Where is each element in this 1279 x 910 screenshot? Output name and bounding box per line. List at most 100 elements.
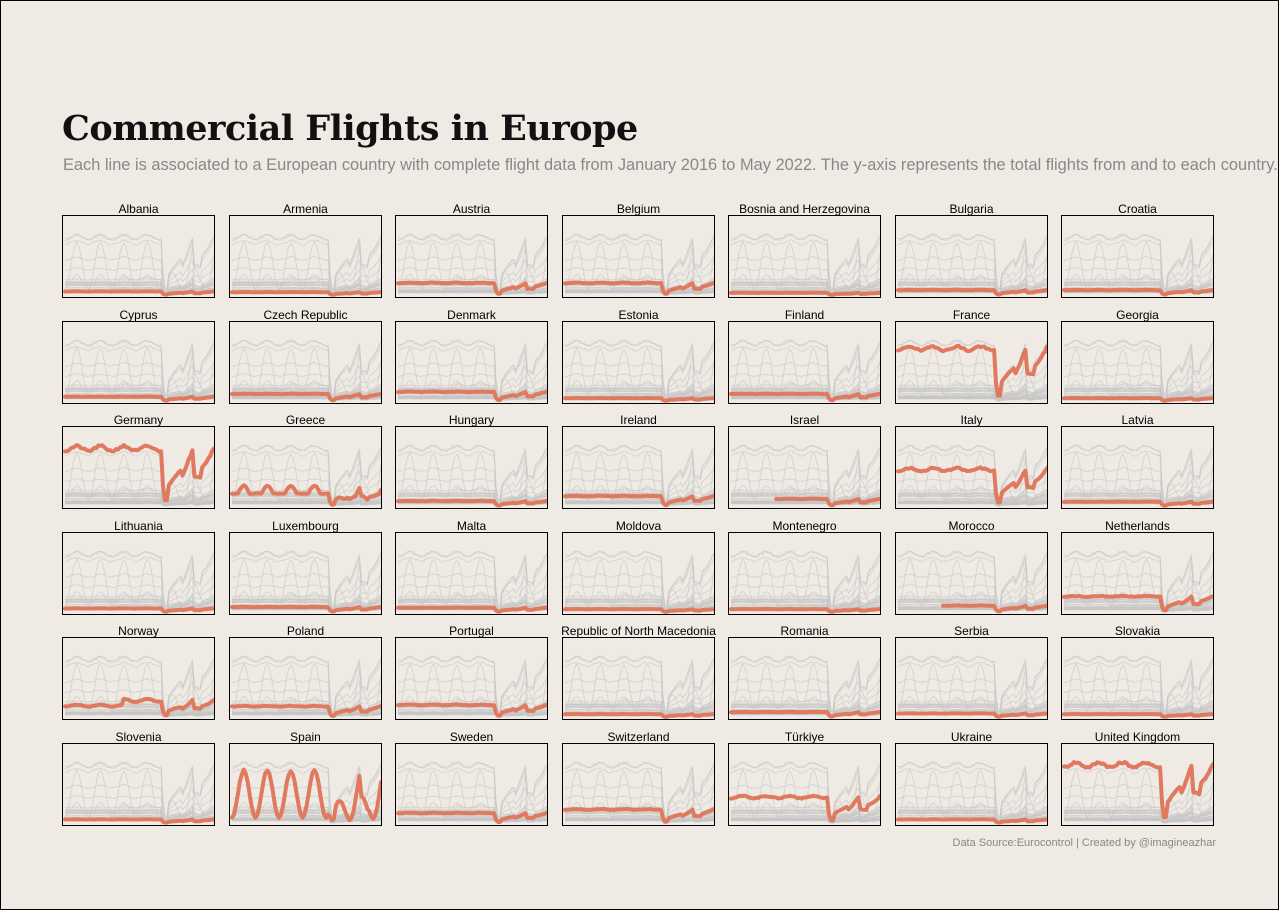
highlight-series-line xyxy=(63,606,214,614)
context-series-line xyxy=(232,712,381,718)
context-series-line xyxy=(564,767,714,819)
country-panel xyxy=(62,637,215,720)
panel-title: Bulgaria xyxy=(949,202,994,216)
panel-plot xyxy=(63,339,214,403)
context-series-line xyxy=(1063,705,1213,717)
highlight-series-line xyxy=(396,702,547,718)
context-series-line xyxy=(64,478,214,504)
context-series-line xyxy=(564,289,714,296)
context-series-line xyxy=(64,240,214,294)
context-series-line xyxy=(397,550,547,607)
context-series-line xyxy=(1063,389,1213,401)
context-series-line xyxy=(1063,662,1213,716)
context-series-line xyxy=(397,495,547,506)
context-series-line xyxy=(64,808,214,823)
panel-plot xyxy=(63,550,214,614)
context-series-line xyxy=(730,761,880,818)
context-series-line xyxy=(398,818,547,824)
context-series-line xyxy=(730,339,880,396)
panel-plot xyxy=(396,550,547,614)
context-series-line xyxy=(397,451,547,505)
highlight-series-line xyxy=(729,709,880,719)
source-note: Data Source:Eurocontrol | Created by @im… xyxy=(952,837,1217,849)
context-series-line xyxy=(897,662,1047,716)
country-panel xyxy=(1061,743,1214,826)
context-series-line xyxy=(731,397,880,402)
country-panel xyxy=(62,743,215,826)
panel-plot xyxy=(396,761,547,824)
context-series-line xyxy=(397,662,547,716)
context-series-line xyxy=(564,386,714,401)
highlight-series-line xyxy=(230,290,381,297)
context-series-line xyxy=(731,714,880,718)
country-panel xyxy=(229,743,382,826)
panel-title: Czech Republic xyxy=(263,308,348,322)
context-series-line xyxy=(897,702,1047,717)
context-series-line xyxy=(730,389,880,401)
context-series-line xyxy=(231,450,381,502)
context-series-line xyxy=(898,503,1047,507)
context-series-line xyxy=(231,280,381,295)
context-series-line xyxy=(231,601,381,612)
country-panel xyxy=(62,426,215,509)
context-series-line xyxy=(231,711,381,718)
panel-plot xyxy=(563,655,714,719)
context-series-line xyxy=(397,444,547,501)
context-series-line xyxy=(232,501,381,507)
context-series-line xyxy=(397,233,547,290)
context-series-line xyxy=(232,820,381,824)
context-series-line xyxy=(1063,444,1213,501)
context-series-line xyxy=(731,820,880,824)
context-series-line xyxy=(564,390,714,401)
context-series-line xyxy=(64,795,214,821)
context-series-line xyxy=(231,550,381,607)
context-series-line xyxy=(397,450,547,502)
context-series-line xyxy=(898,607,1047,613)
context-series-line xyxy=(564,768,714,822)
context-series-line xyxy=(397,239,547,291)
highlight-series-line xyxy=(1062,760,1213,820)
context-series-line xyxy=(398,712,547,718)
context-series-line xyxy=(397,817,547,824)
highlight-series-line xyxy=(941,603,1047,614)
panel-plot xyxy=(896,761,1047,825)
context-series-line xyxy=(730,557,880,611)
highlight-series-line xyxy=(729,607,880,614)
context-series-line xyxy=(730,478,880,504)
context-series-line xyxy=(730,444,880,501)
context-series-line xyxy=(397,689,547,715)
highlight-series-line xyxy=(63,394,214,403)
context-series-line xyxy=(564,703,714,717)
context-series-line xyxy=(1063,494,1213,506)
context-series-line xyxy=(231,600,381,612)
context-series-line xyxy=(898,609,1047,613)
context-series-line xyxy=(232,502,381,507)
context-series-line xyxy=(565,820,714,824)
context-series-line xyxy=(397,240,547,294)
context-series-line xyxy=(231,478,381,504)
panel-plot xyxy=(563,339,714,403)
country-panel xyxy=(395,532,548,615)
context-series-line xyxy=(897,284,1047,295)
context-series-line xyxy=(564,702,714,717)
context-series-line xyxy=(64,761,214,818)
country-panel xyxy=(895,321,1048,404)
context-series-line xyxy=(564,662,714,716)
context-series-line xyxy=(1064,607,1213,613)
context-series-line xyxy=(231,500,381,507)
context-series-line xyxy=(730,233,880,290)
context-series-line xyxy=(398,713,547,718)
context-series-line xyxy=(1063,233,1213,290)
panel-plot xyxy=(1062,339,1213,403)
context-series-line xyxy=(398,396,547,402)
highlight-series-line xyxy=(563,807,714,824)
panel-plot xyxy=(897,550,1047,614)
context-series-line xyxy=(64,339,214,396)
context-series-line xyxy=(232,713,381,718)
context-series-line xyxy=(564,389,714,401)
context-series-line xyxy=(897,233,1047,290)
panel-plot xyxy=(63,233,214,297)
country-panel xyxy=(728,321,881,404)
context-series-line xyxy=(397,556,547,608)
context-series-line xyxy=(897,706,1047,717)
